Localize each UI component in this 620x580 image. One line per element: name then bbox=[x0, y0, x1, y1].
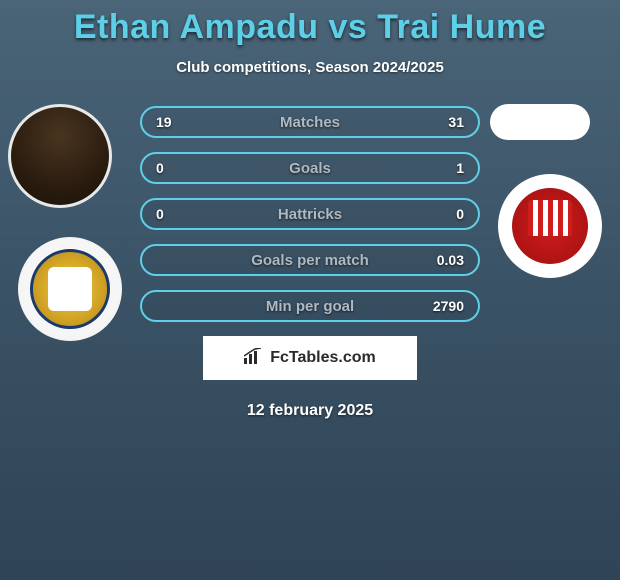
stat-right-value: 0 bbox=[424, 206, 464, 222]
stat-row-hattricks: 0 Hattricks 0 bbox=[140, 198, 480, 230]
sunderland-badge-icon bbox=[512, 188, 588, 264]
stat-label: Min per goal bbox=[266, 298, 354, 315]
chart-icon bbox=[244, 348, 264, 369]
stat-left-value: 0 bbox=[156, 206, 196, 222]
content-area: 19 Matches 31 0 Goals 1 0 Hattricks 0 Go… bbox=[0, 104, 620, 420]
stat-label: Hattricks bbox=[278, 206, 342, 223]
stats-list: 19 Matches 31 0 Goals 1 0 Hattricks 0 Go… bbox=[140, 104, 480, 322]
page-subtitle: Club competitions, Season 2024/2025 bbox=[0, 59, 620, 76]
stat-label: Goals per match bbox=[251, 252, 369, 269]
stat-left-value: 0 bbox=[156, 160, 196, 176]
stat-row-min-per-goal: Min per goal 2790 bbox=[140, 290, 480, 322]
club-right-badge-container bbox=[498, 174, 602, 278]
player-left-avatar bbox=[8, 104, 112, 208]
club-left-badge-container bbox=[18, 237, 122, 341]
stat-row-goals-per-match: Goals per match 0.03 bbox=[140, 244, 480, 276]
branding-text: FcTables.com bbox=[270, 349, 376, 367]
footer-date: 12 february 2025 bbox=[0, 402, 620, 420]
player-right-avatar bbox=[490, 104, 590, 140]
branding-box[interactable]: FcTables.com bbox=[203, 336, 417, 380]
stat-label: Goals bbox=[289, 160, 331, 177]
header: Ethan Ampadu vs Trai Hume Club competiti… bbox=[0, 0, 620, 76]
stat-right-value: 31 bbox=[424, 114, 464, 130]
page-title: Ethan Ampadu vs Trai Hume bbox=[0, 8, 620, 47]
stat-right-value: 1 bbox=[424, 160, 464, 176]
stat-left-value: 19 bbox=[156, 114, 196, 130]
stat-label: Matches bbox=[280, 114, 340, 131]
stat-row-matches: 19 Matches 31 bbox=[140, 106, 480, 138]
stat-right-value: 0.03 bbox=[424, 252, 464, 268]
stat-row-goals: 0 Goals 1 bbox=[140, 152, 480, 184]
stat-right-value: 2790 bbox=[424, 298, 464, 314]
leeds-badge-icon bbox=[30, 249, 110, 329]
